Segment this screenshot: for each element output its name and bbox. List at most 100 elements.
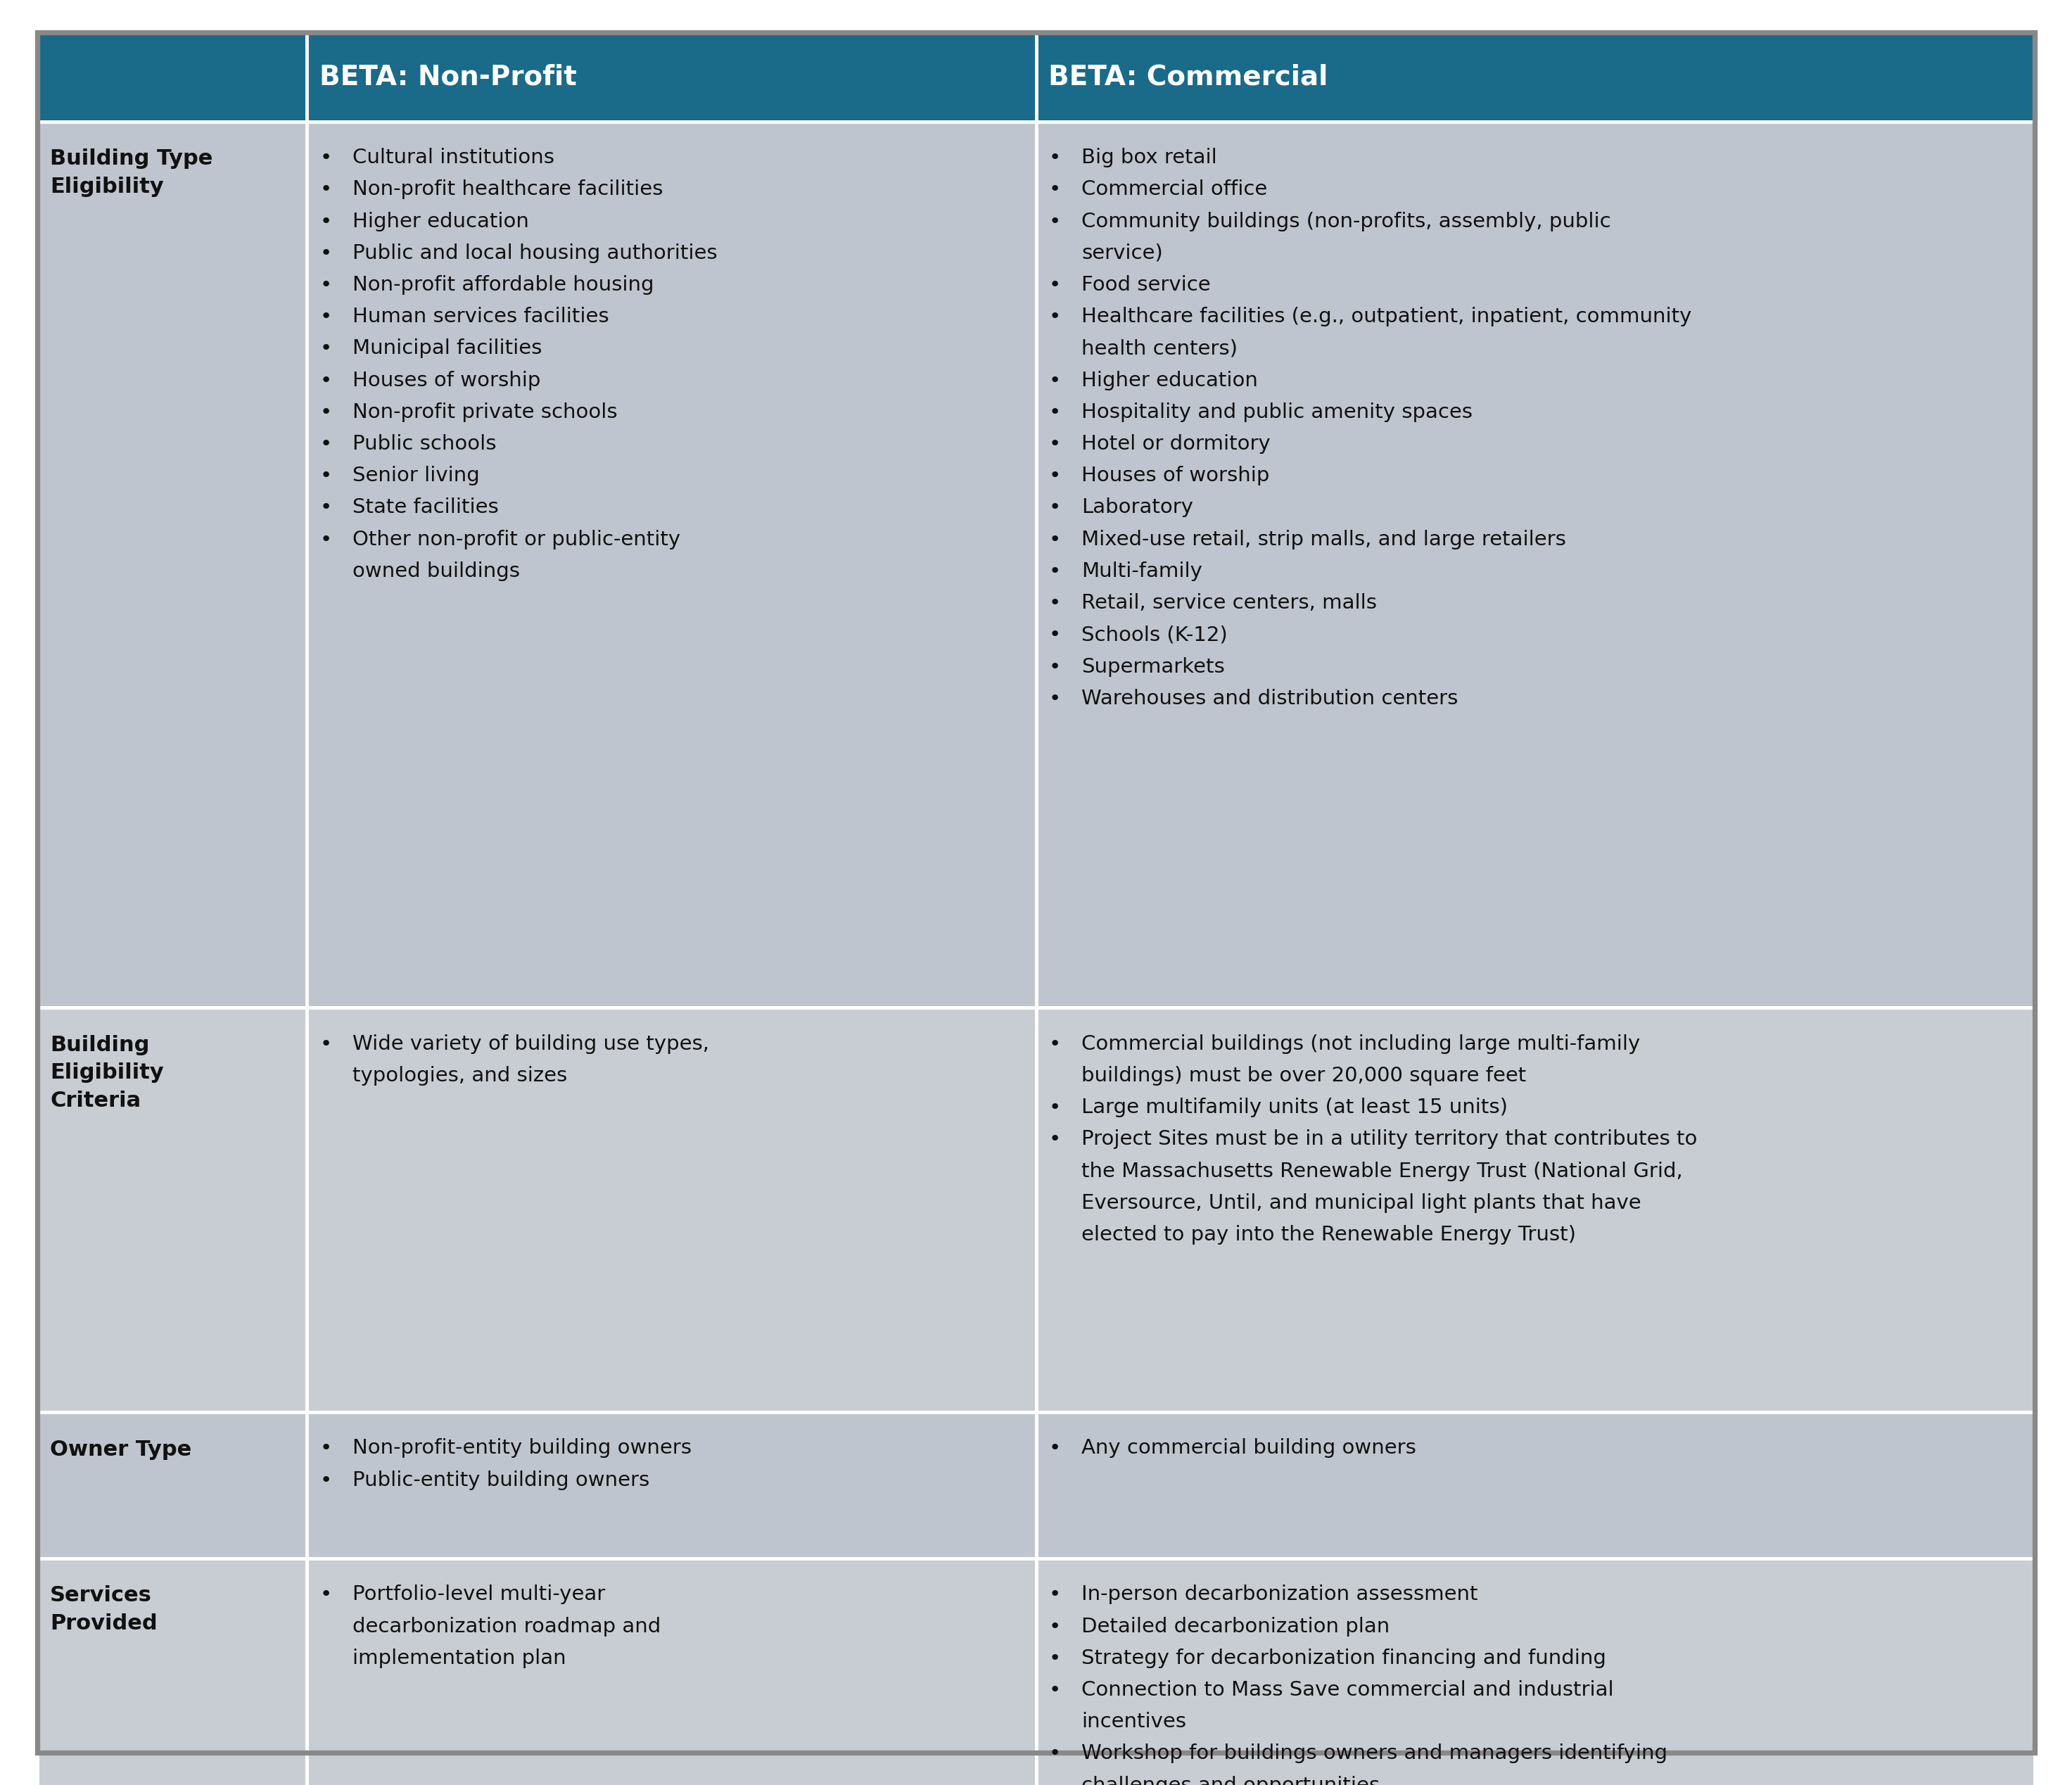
Text: Non-profit affordable housing: Non-profit affordable housing xyxy=(352,275,655,295)
Text: Retail, service centers, malls: Retail, service centers, malls xyxy=(1082,593,1378,612)
Text: Community buildings (non-profits, assembly, public: Community buildings (non-profits, assemb… xyxy=(1082,211,1612,232)
Text: Any commercial building owners: Any commercial building owners xyxy=(1082,1439,1417,1458)
Text: •: • xyxy=(319,371,332,391)
Text: •: • xyxy=(1048,211,1061,232)
Text: decarbonization roadmap and: decarbonization roadmap and xyxy=(352,1617,661,1637)
Text: Eversource, Until, and municipal light plants that have: Eversource, Until, and municipal light p… xyxy=(1082,1192,1641,1212)
Bar xyxy=(1036,121,2035,1009)
Text: •: • xyxy=(1048,593,1061,612)
Text: Non-profit private schools: Non-profit private schools xyxy=(352,402,617,421)
Text: Houses of worship: Houses of worship xyxy=(1082,466,1270,486)
Text: •: • xyxy=(319,402,332,421)
Bar xyxy=(1036,32,2035,121)
Text: •: • xyxy=(1048,1034,1061,1053)
Text: State facilities: State facilities xyxy=(352,498,499,518)
Bar xyxy=(1036,1009,2035,1412)
Text: Municipal facilities: Municipal facilities xyxy=(352,339,543,359)
Bar xyxy=(307,32,1036,121)
Text: Supermarkets: Supermarkets xyxy=(1082,657,1225,677)
Text: Workshop for buildings owners and managers identifying: Workshop for buildings owners and manage… xyxy=(1082,1744,1668,1764)
Bar xyxy=(1036,1412,2035,1558)
Bar xyxy=(307,121,1036,1009)
Bar xyxy=(37,32,307,121)
Text: Owner Type: Owner Type xyxy=(50,1439,191,1460)
Text: Human services facilities: Human services facilities xyxy=(352,307,609,327)
Text: •: • xyxy=(319,339,332,359)
Text: BETA: Commercial: BETA: Commercial xyxy=(1048,64,1328,91)
Text: •: • xyxy=(1048,180,1061,200)
Text: elected to pay into the Renewable Energy Trust): elected to pay into the Renewable Energy… xyxy=(1082,1225,1577,1244)
Text: Building
Eligibility
Criteria: Building Eligibility Criteria xyxy=(50,1035,164,1110)
Text: Schools (K-12): Schools (K-12) xyxy=(1082,625,1229,644)
Text: •: • xyxy=(319,1585,332,1605)
Text: In-person decarbonization assessment: In-person decarbonization assessment xyxy=(1082,1585,1477,1605)
Text: •: • xyxy=(319,1439,332,1458)
Text: Connection to Mass Save commercial and industrial: Connection to Mass Save commercial and i… xyxy=(1082,1680,1614,1699)
Text: •: • xyxy=(1048,1439,1061,1458)
Text: •: • xyxy=(1048,1648,1061,1667)
Text: Strategy for decarbonization financing and funding: Strategy for decarbonization financing a… xyxy=(1082,1648,1606,1667)
Text: •: • xyxy=(319,434,332,453)
Text: •: • xyxy=(319,211,332,232)
Text: •: • xyxy=(1048,275,1061,295)
Text: •: • xyxy=(319,307,332,327)
Text: Hotel or dormitory: Hotel or dormitory xyxy=(1082,434,1270,453)
Text: •: • xyxy=(1048,657,1061,677)
Text: Wide variety of building use types,: Wide variety of building use types, xyxy=(352,1034,709,1053)
Text: Houses of worship: Houses of worship xyxy=(352,371,541,391)
Bar xyxy=(1036,1558,2035,1785)
Text: •: • xyxy=(319,498,332,518)
Text: •: • xyxy=(319,148,332,168)
Bar xyxy=(307,1412,1036,1558)
Text: BETA: Non-Profit: BETA: Non-Profit xyxy=(319,64,576,91)
Text: Cultural institutions: Cultural institutions xyxy=(352,148,555,168)
Text: •: • xyxy=(1048,1744,1061,1764)
Text: •: • xyxy=(1048,1130,1061,1150)
Text: •: • xyxy=(319,1034,332,1053)
Text: Non-profit healthcare facilities: Non-profit healthcare facilities xyxy=(352,180,663,200)
Text: •: • xyxy=(1048,625,1061,644)
Text: Senior living: Senior living xyxy=(352,466,479,486)
Text: Big box retail: Big box retail xyxy=(1082,148,1216,168)
Text: incentives: incentives xyxy=(1082,1712,1187,1731)
Text: •: • xyxy=(319,530,332,550)
Text: Warehouses and distribution centers: Warehouses and distribution centers xyxy=(1082,689,1459,709)
Text: Mixed-use retail, strip malls, and large retailers: Mixed-use retail, strip malls, and large… xyxy=(1082,530,1566,550)
Text: Hospitality and public amenity spaces: Hospitality and public amenity spaces xyxy=(1082,402,1473,421)
Bar xyxy=(37,1558,307,1785)
Text: •: • xyxy=(319,243,332,262)
Text: health centers): health centers) xyxy=(1082,339,1237,359)
Text: Commercial office: Commercial office xyxy=(1082,180,1268,200)
Text: •: • xyxy=(319,466,332,486)
Text: Higher education: Higher education xyxy=(352,211,528,232)
Text: •: • xyxy=(1048,498,1061,518)
Text: Services
Provided: Services Provided xyxy=(50,1585,157,1633)
Text: •: • xyxy=(1048,1680,1061,1699)
Text: •: • xyxy=(1048,466,1061,486)
Text: •: • xyxy=(1048,148,1061,168)
Text: Public-entity building owners: Public-entity building owners xyxy=(352,1471,649,1490)
Bar xyxy=(37,1009,307,1412)
Text: implementation plan: implementation plan xyxy=(352,1648,566,1667)
Text: •: • xyxy=(1048,1585,1061,1605)
Text: Multi-family: Multi-family xyxy=(1082,560,1202,582)
Text: Healthcare facilities (e.g., outpatient, inpatient, community: Healthcare facilities (e.g., outpatient,… xyxy=(1082,307,1691,327)
Text: Laboratory: Laboratory xyxy=(1082,498,1193,518)
Text: owned buildings: owned buildings xyxy=(352,560,520,582)
Text: Other non-profit or public-entity: Other non-profit or public-entity xyxy=(352,530,680,550)
Text: •: • xyxy=(1048,307,1061,327)
Text: •: • xyxy=(1048,689,1061,709)
Bar xyxy=(37,121,307,1009)
Text: Public and local housing authorities: Public and local housing authorities xyxy=(352,243,717,262)
Text: •: • xyxy=(319,1471,332,1490)
Bar xyxy=(307,1558,1036,1785)
Text: Food service: Food service xyxy=(1082,275,1210,295)
Text: Detailed decarbonization plan: Detailed decarbonization plan xyxy=(1082,1617,1390,1637)
Text: Large multifamily units (at least 15 units): Large multifamily units (at least 15 uni… xyxy=(1082,1098,1508,1117)
Text: challenges and opportunities: challenges and opportunities xyxy=(1082,1776,1380,1785)
Text: Higher education: Higher education xyxy=(1082,371,1258,391)
Text: the Massachusetts Renewable Energy Trust (National Grid,: the Massachusetts Renewable Energy Trust… xyxy=(1082,1162,1682,1182)
Text: Public schools: Public schools xyxy=(352,434,497,453)
Text: Commercial buildings (not including large multi-family: Commercial buildings (not including larg… xyxy=(1082,1034,1641,1053)
Text: •: • xyxy=(1048,402,1061,421)
